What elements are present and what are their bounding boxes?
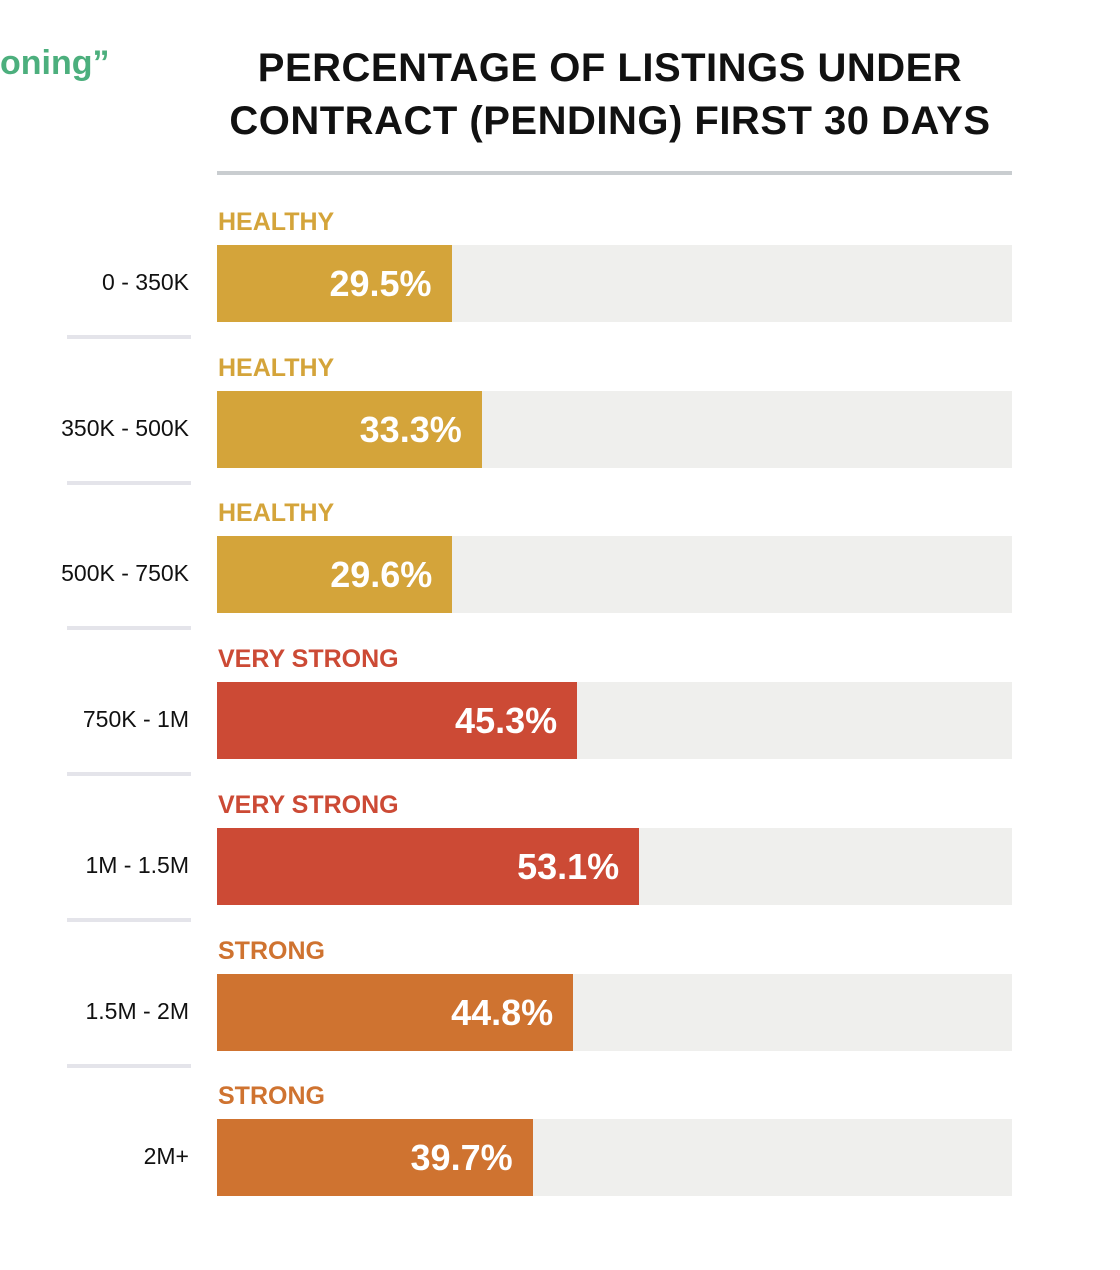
bar: 33.3% (217, 391, 482, 468)
row-divider (67, 772, 191, 776)
bar-track: 53.1% (217, 828, 1012, 905)
status-label: HEALTHY (218, 499, 335, 527)
chart-title: PERCENTAGE OF LISTINGS UNDER CONTRACT (P… (200, 42, 1020, 148)
row-divider (67, 335, 191, 339)
bar: 44.8% (217, 974, 574, 1051)
chart-title-line-2: CONTRACT (PENDING) FIRST 30 DAYS (229, 99, 991, 143)
bar-track: 39.7% (217, 1119, 1012, 1196)
row-divider (67, 626, 191, 630)
status-label: STRONG (218, 1082, 325, 1110)
category-label: 1M - 1.5M (85, 852, 189, 878)
status-label: VERY STRONG (218, 791, 399, 819)
row-divider (67, 481, 191, 485)
bar: 45.3% (217, 682, 578, 759)
value-label: 33.3% (359, 409, 462, 450)
row-divider (67, 1064, 191, 1068)
status-label: HEALTHY (218, 354, 335, 382)
chart-title-line-1: PERCENTAGE OF LISTINGS UNDER (257, 46, 963, 90)
category-label: 1.5M - 2M (85, 998, 189, 1024)
bar-track: 45.3% (217, 682, 1012, 759)
category-label: 500K - 750K (61, 560, 189, 586)
status-label: VERY STRONG (218, 645, 399, 673)
value-label: 39.7% (410, 1137, 513, 1178)
bar: 29.6% (217, 536, 453, 613)
cropped-heading-fragment: oning” (0, 44, 110, 82)
value-label: 53.1% (517, 846, 620, 887)
category-label: 0 - 350K (102, 269, 189, 295)
title-divider (217, 171, 1012, 175)
value-label: 45.3% (455, 700, 558, 741)
bar-track: 29.6% (217, 536, 1012, 613)
bar: 53.1% (217, 828, 640, 905)
value-label: 29.6% (330, 554, 433, 595)
bar-track: 29.5% (217, 245, 1012, 322)
category-label: 2M+ (143, 1143, 189, 1169)
value-label: 29.5% (329, 263, 432, 304)
bar: 39.7% (217, 1119, 533, 1196)
value-label: 44.8% (451, 992, 554, 1033)
bar-track: 33.3% (217, 391, 1012, 468)
category-label: 750K - 1M (82, 706, 189, 732)
status-label: STRONG (218, 937, 325, 965)
bar-track: 44.8% (217, 974, 1012, 1051)
bar: 29.5% (217, 245, 452, 322)
row-divider (67, 918, 191, 922)
category-label: 350K - 500K (61, 415, 189, 441)
status-label: HEALTHY (218, 208, 335, 236)
